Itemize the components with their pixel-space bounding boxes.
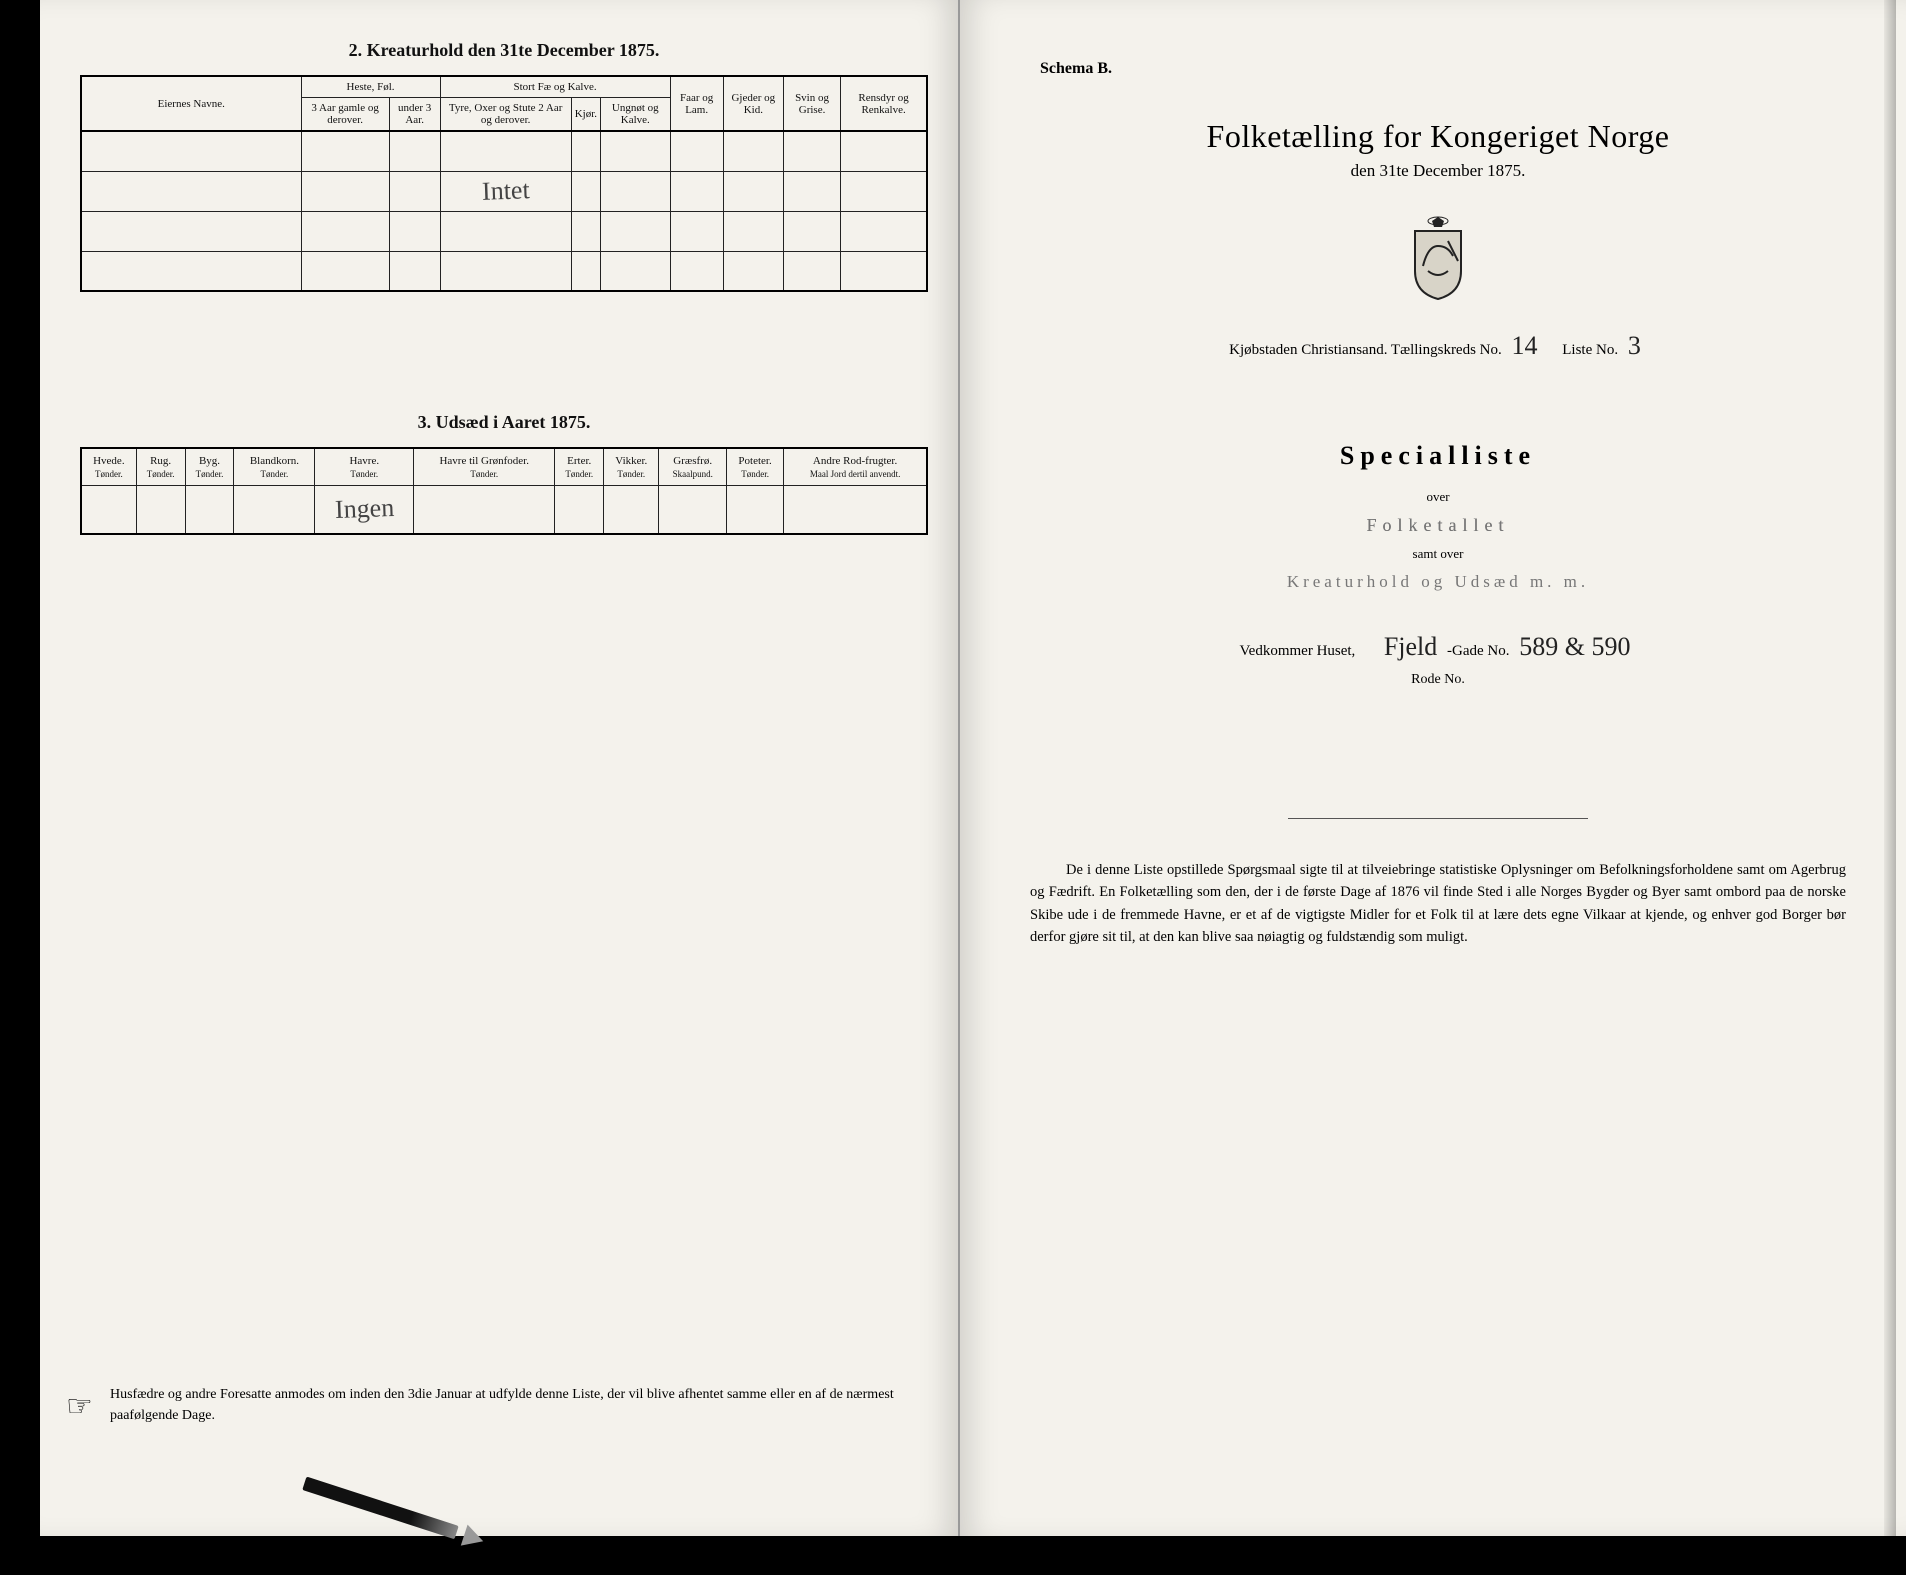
- page-subtitle: den 31te December 1875.: [1030, 161, 1846, 181]
- samt-over-label: samt over: [1030, 546, 1846, 562]
- coat-of-arms-icon: [1403, 211, 1473, 301]
- col-svin: Svin og Grise.: [783, 76, 840, 131]
- folketallet-label: Folketallet: [1030, 515, 1846, 536]
- col-eier: Eiernes Navne.: [81, 76, 301, 131]
- table-row: [81, 131, 927, 171]
- col-havre-gron: Havre til Grønfoder.Tønder.: [414, 448, 555, 486]
- col-vikker: Vikker.Tønder.: [604, 448, 659, 486]
- col-rug: Rug.Tønder.: [136, 448, 185, 486]
- over-label: over: [1030, 489, 1846, 505]
- left-page: 2. Kreaturhold den 31te December 1875. E…: [40, 0, 960, 1536]
- specialliste-heading: Specialliste: [1030, 441, 1846, 471]
- rode-line: Rode No.: [1030, 672, 1846, 688]
- gade-name-hand: Fjeld: [1378, 632, 1443, 661]
- col-stort-group: Stort Fæ og Kalve.: [440, 76, 670, 98]
- right-page: Schema B. Folketælling for Kongeriget No…: [960, 0, 1906, 1536]
- kreaturhold-table: Eiernes Navne. Heste, Føl. Stort Fæ og K…: [80, 75, 928, 292]
- table-row: [81, 251, 927, 291]
- col-graesfro: Græsfrø.Skaalpund.: [659, 448, 727, 486]
- kreatur-line: Kreaturhold og Udsæd m. m.: [1030, 572, 1846, 592]
- schema-label: Schema B.: [1040, 60, 1846, 78]
- udsaed-table: Hvede.Tønder. Rug.Tønder. Byg.Tønder. Bl…: [80, 447, 928, 535]
- section3-title: 3. Udsæd i Aaret 1875.: [80, 412, 928, 433]
- pointing-hand-icon: ☞: [66, 1384, 93, 1429]
- col-heste-group: Heste, Føl.: [301, 76, 440, 98]
- col-stort-a: Tyre, Oxer og Stute 2 Aar og derover.: [440, 98, 571, 132]
- divider: [1288, 818, 1588, 819]
- section2-title: 2. Kreaturhold den 31te December 1875.: [80, 40, 928, 61]
- table-row: [81, 211, 927, 251]
- col-stort-b: Kjør.: [571, 98, 600, 132]
- col-heste-a: 3 Aar gamle og derover.: [301, 98, 389, 132]
- table-row: Ingen: [81, 486, 927, 534]
- col-erter: Erter.Tønder.: [555, 448, 604, 486]
- table-row: Intet: [81, 171, 927, 211]
- pen-graphic: [294, 1450, 487, 1572]
- liste-number: 3: [1622, 331, 1647, 360]
- gade-number-hand: 589 & 590: [1513, 632, 1636, 661]
- footer-note: ☞ Husfædre og andre Foresatte anmodes om…: [110, 1384, 898, 1426]
- col-poteter: Poteter.Tønder.: [726, 448, 783, 486]
- col-faar: Faar og Lam.: [670, 76, 723, 131]
- col-hvede: Hvede.Tønder.: [81, 448, 136, 486]
- kreds-number: 14: [1506, 331, 1544, 360]
- handwritten-ingen: Ingen: [334, 493, 394, 525]
- col-rensdyr: Rensdyr og Renkalve.: [841, 76, 927, 131]
- page-title: Folketælling for Kongeriget Norge: [1030, 118, 1846, 155]
- col-blandkorn: Blandkorn.Tønder.: [234, 448, 315, 486]
- col-havre: Havre.Tønder.: [315, 448, 414, 486]
- kreds-line: Kjøbstaden Christiansand. Tællingskreds …: [1030, 331, 1846, 361]
- col-andre: Andre Rod-frugter.Maal Jord dertil anven…: [784, 448, 927, 486]
- col-gjeder: Gjeder og Kid.: [723, 76, 783, 131]
- handwritten-intet: Intet: [481, 175, 530, 207]
- vedkommer-line: Vedkommer Huset, Fjeld -Gade No. 589 & 5…: [1030, 632, 1846, 662]
- body-paragraph: De i denne Liste opstillede Spørgsmaal s…: [1030, 859, 1846, 949]
- col-heste-b: under 3 Aar.: [389, 98, 440, 132]
- book-spread: 2. Kreaturhold den 31te December 1875. E…: [40, 0, 1906, 1536]
- col-byg: Byg.Tønder.: [185, 448, 234, 486]
- col-stort-c: Ungnøt og Kalve.: [601, 98, 670, 132]
